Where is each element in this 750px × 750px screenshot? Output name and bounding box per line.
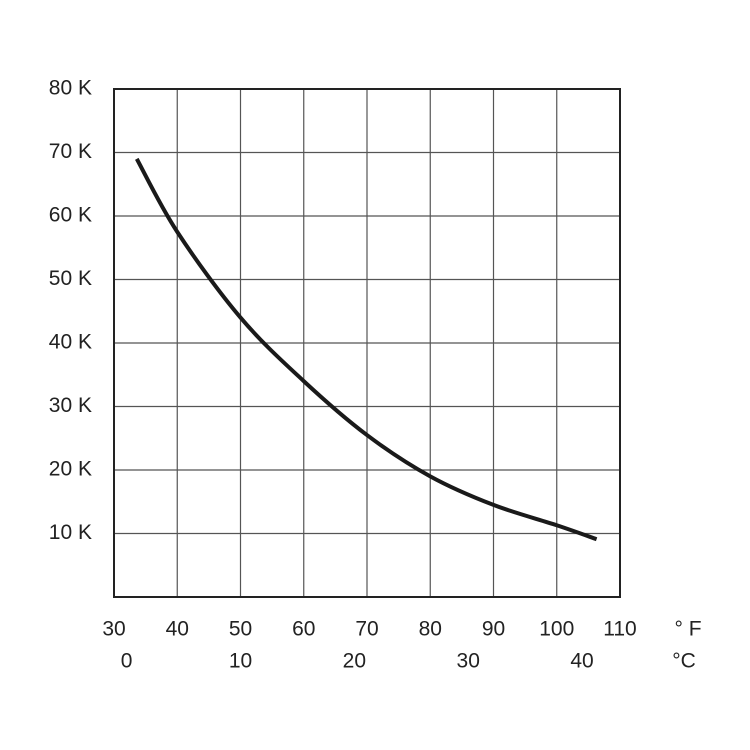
x2-tick-label: 20 bbox=[343, 650, 366, 673]
x2-tick-label: 40 bbox=[570, 650, 593, 673]
x-tick-label: 30 bbox=[102, 618, 125, 641]
x-tick-label: 90 bbox=[482, 618, 505, 641]
curve bbox=[135, 157, 598, 542]
y-tick-label: 10 K bbox=[49, 521, 92, 544]
y-tick-label: 20 K bbox=[49, 458, 92, 481]
y-tick-label: 30 K bbox=[49, 394, 92, 417]
x-tick-label: 110 bbox=[603, 618, 636, 641]
x-tick-label: 80 bbox=[419, 618, 442, 641]
x2-tick-label: 0 bbox=[121, 650, 133, 673]
x-tick-label: 60 bbox=[292, 618, 315, 641]
y-tick-label: 50 K bbox=[49, 267, 92, 290]
y-tick-label: 60 K bbox=[49, 204, 92, 227]
x-tick-label: 40 bbox=[166, 618, 189, 641]
x-unit: ° F bbox=[674, 618, 701, 641]
y-tick-label: 40 K bbox=[49, 331, 92, 354]
y-tick-label: 80 K bbox=[49, 77, 92, 100]
x-tick-label: 70 bbox=[355, 618, 378, 641]
x-tick-label: 50 bbox=[229, 618, 252, 641]
x2-tick-label: 10 bbox=[229, 650, 252, 673]
plot-frame bbox=[113, 88, 621, 598]
x2-tick-label: 30 bbox=[457, 650, 480, 673]
x-tick-label: 100 bbox=[539, 618, 574, 641]
y-tick-label: 70 K bbox=[49, 140, 92, 163]
x2-unit: °C bbox=[672, 650, 696, 673]
